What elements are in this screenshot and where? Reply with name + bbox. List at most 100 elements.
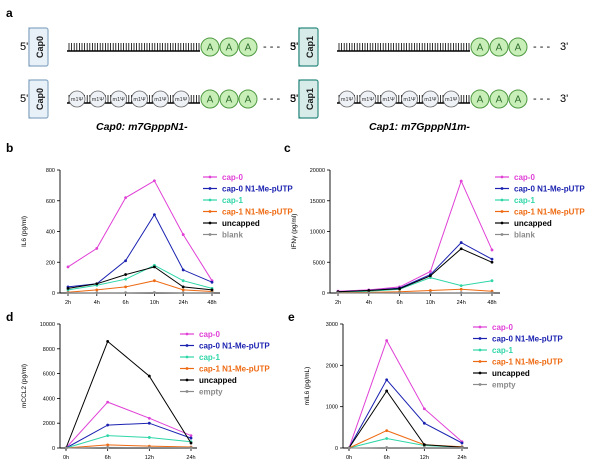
modified-nucleotide (338, 90, 356, 108)
five-prime-label: 5' (20, 41, 28, 53)
poly-a-label: A (207, 43, 214, 54)
series-uncapped (336, 247, 494, 294)
panel-letter-c: c (284, 141, 291, 155)
poly-a-circle (470, 89, 490, 109)
legend: cap-0 cap-0 N1-Me-pUTP cap-1 cap-1 N1-Me-pU… (473, 323, 563, 390)
chart-b: b 0 200 400 600 800 2h 4h 6h 10h 24h 48h IL6 (pg/ml)… (6, 141, 293, 306)
data-point (210, 291, 214, 295)
data-point (189, 446, 193, 450)
chart-d: d 0 2000 4000 6000 8000 10000 0h 6h 12h 24h mCCL2 (… (6, 310, 270, 461)
panel-a: a 5' Cap0 A A A - - -3'5' Cap0 m1Ψ m1Ψ m1Ψ m1Ψ m1Ψ m… (6, 6, 568, 133)
data-point (385, 429, 389, 433)
y-axis-label: mCCL2 (pg/ml) (21, 364, 28, 408)
x-tick-label: 6h (123, 300, 129, 306)
cap-label: Cap1 (305, 88, 315, 110)
data-point (153, 279, 156, 283)
three-prime-label: 3' (290, 93, 298, 105)
legend-swatch-dot (500, 175, 504, 179)
data-point (429, 270, 432, 273)
poly-a-label: A (477, 95, 484, 106)
series-line (348, 339, 463, 449)
modified-nucleotide (68, 90, 86, 108)
mrna-construct-right-2: 5' Cap1 m1Ψ m1Ψ m1Ψ m1Ψ m1Ψ m1Ψ A A A - - - 3' (290, 79, 568, 119)
y-tick-label: 1000 (326, 405, 338, 411)
y-tick-label: 6000 (43, 372, 55, 378)
series-cap-0 (66, 179, 214, 283)
poly-a-label: A (245, 95, 252, 106)
legend-swatch-dot (185, 344, 189, 347)
tail-dashes: - - - (533, 93, 550, 105)
data-point (490, 260, 494, 264)
x-tick-label: 4h (94, 300, 100, 306)
y-tick-label: 200 (46, 260, 55, 266)
data-point (429, 274, 432, 278)
y-tick-label: 20000 (310, 168, 325, 174)
legend-label: uncapped (222, 219, 260, 228)
legend-label: cap-1 (514, 196, 535, 205)
data-point (95, 282, 99, 286)
data-point (459, 291, 463, 295)
series-line (348, 378, 463, 449)
legend-swatch-dot (478, 348, 482, 352)
legend-label: empty (199, 388, 223, 397)
data-point (422, 421, 426, 425)
x-tick-label: 6h (105, 455, 111, 461)
data-point (398, 291, 401, 295)
modified-nucleotide-label: m1Ψ (383, 97, 396, 103)
legend-label: cap-1 (492, 346, 513, 355)
x-tick-label: 10h (150, 300, 159, 306)
data-point (153, 265, 156, 269)
series-line (65, 422, 192, 449)
y-tick-label: 10000 (310, 230, 325, 236)
poly-a-label: A (207, 95, 214, 106)
data-point (106, 423, 110, 427)
y-tick-label: 4000 (43, 396, 55, 402)
data-point (422, 407, 426, 411)
data-point (422, 443, 426, 447)
y-tick-label: 600 (46, 199, 55, 205)
series-cap-0 (347, 339, 464, 450)
modified-nucleotide-label: m1Ψ (154, 97, 167, 103)
poly-a-circle (489, 89, 509, 109)
chart-c: c 0 5000 10000 15000 20000 2h 4h 6h 10h 24h 48h IFNγ… (284, 141, 585, 306)
mrna-construct-left-2: 5' Cap0 m1Ψ m1Ψ m1Ψ m1Ψ m1Ψ m1Ψ A A A - - - 3' (20, 79, 298, 119)
modified-nucleotide (401, 90, 418, 108)
data-point (429, 291, 432, 295)
legend-label: cap-0 N1-Me-pUTP (222, 185, 293, 194)
series-line (67, 280, 213, 293)
legend-label: cap-1 N1-Me-pUTP (222, 208, 293, 217)
x-tick-label: 48h (207, 300, 216, 306)
legend-swatch-dot (208, 187, 212, 190)
series-line (65, 444, 192, 449)
data-point (106, 445, 110, 449)
data-point (66, 265, 70, 269)
poly-a-label: A (226, 95, 233, 106)
legend-swatch-dot (500, 233, 504, 236)
series-cap-0-n1-me-putp (64, 421, 193, 450)
legend-label: empty (492, 381, 516, 390)
data-point (124, 259, 127, 263)
data-point (347, 446, 351, 450)
legend-swatch-dot (185, 390, 189, 393)
legend-label: uncapped (514, 219, 552, 228)
legend-label: cap-1 N1-Me-pUTP (514, 208, 585, 217)
data-point (210, 280, 214, 284)
data-point (181, 268, 185, 272)
series-line (65, 446, 192, 449)
modified-nucleotide-label: m1Ψ (424, 97, 437, 103)
poly-a-circle (508, 89, 528, 109)
modified-nucleotide (151, 90, 169, 108)
data-point (64, 446, 68, 450)
data-point (189, 434, 193, 437)
poly-a-circle (219, 37, 239, 57)
legend-label: cap-0 N1-Me-pUTP (514, 185, 585, 194)
legend-label: cap-0 (222, 173, 243, 182)
x-tick-label: 24h (457, 300, 466, 306)
data-point (460, 446, 464, 449)
series-line (65, 340, 192, 449)
cap1-title: Cap1: m7GpppN1m- (369, 121, 470, 133)
poly-a-label: A (515, 43, 522, 54)
data-point (460, 441, 464, 445)
three-prime-label: 3' (290, 41, 298, 53)
